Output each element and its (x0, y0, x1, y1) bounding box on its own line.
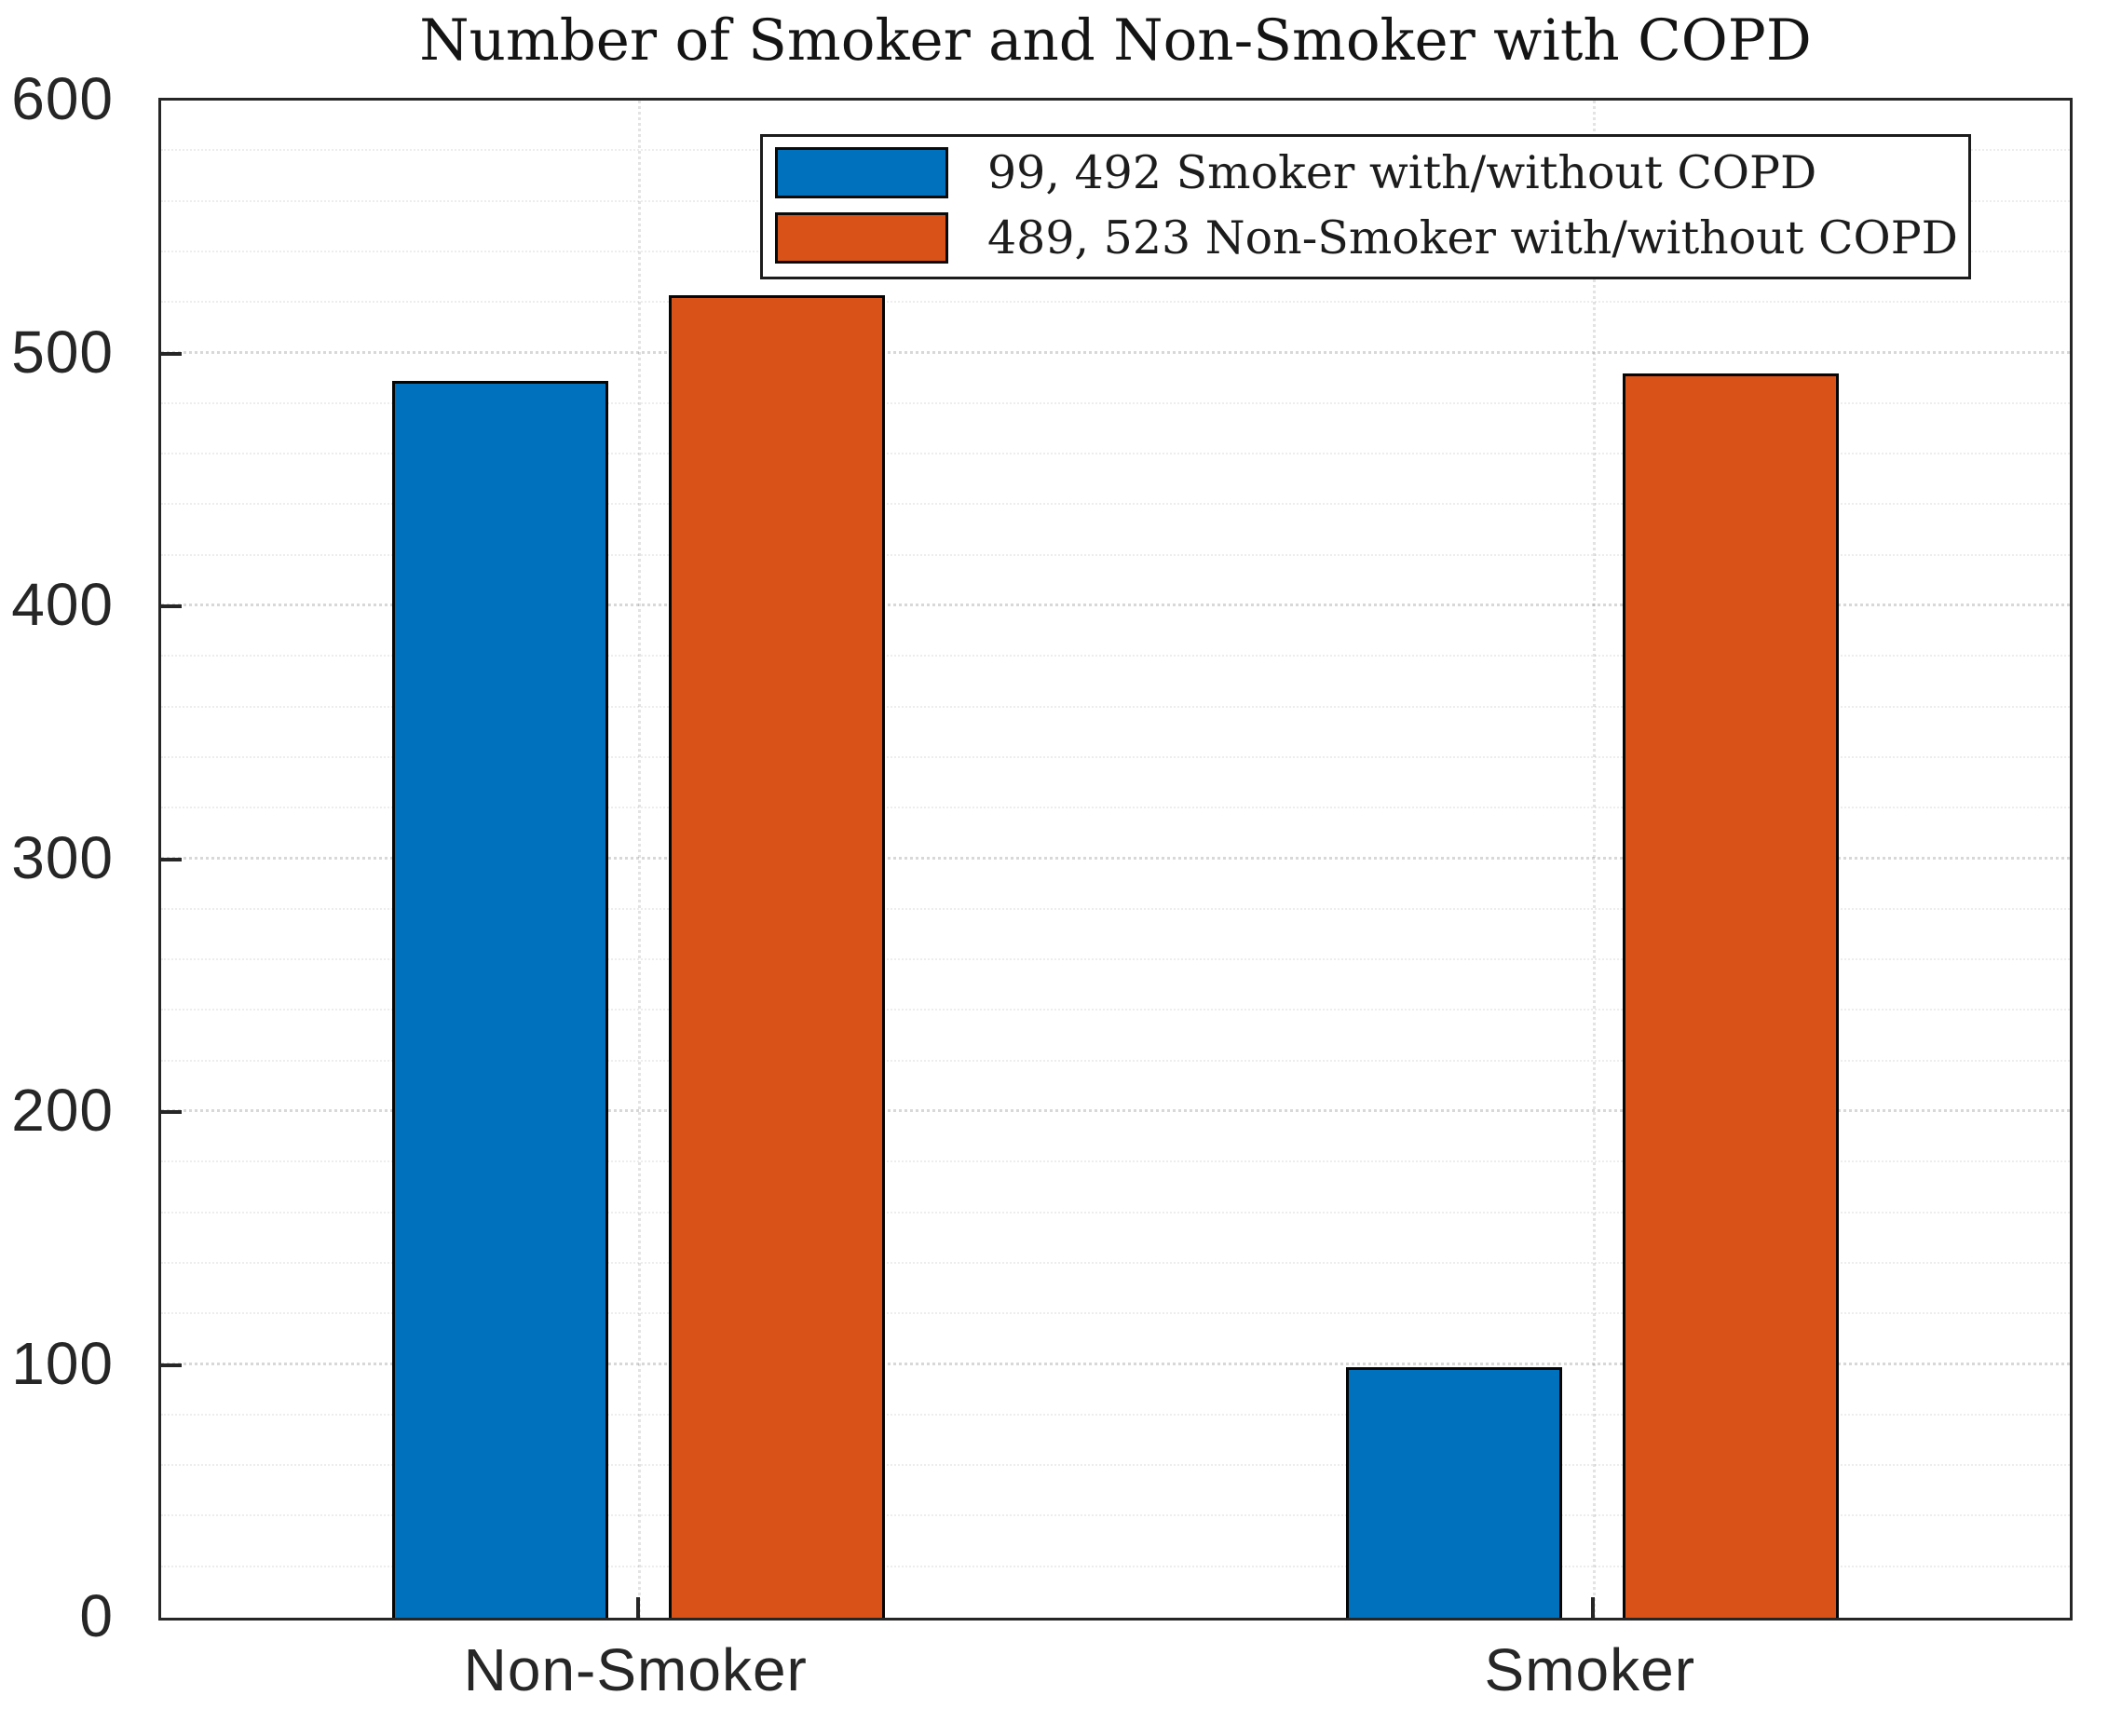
minor-gridline (161, 1059, 2070, 1062)
minor-gridline (161, 705, 2070, 708)
legend-label-smoker-series: 99, 492 Smoker with/without COPD (987, 146, 1817, 199)
minor-gridline (161, 1211, 2070, 1214)
bar-non-smoker-series1 (391, 381, 608, 1618)
bar-smoker-series1 (1346, 1367, 1563, 1618)
minor-gridline (161, 807, 2070, 809)
minor-gridline (161, 755, 2070, 758)
minor-gridline (161, 958, 2070, 961)
major-gridline (161, 604, 2070, 606)
legend-swatch-blue (775, 147, 948, 198)
vertical-gridline (638, 101, 642, 1618)
bar-non-smoker-series2 (668, 295, 885, 1618)
legend-label-nonsmoker-series: 489, 523 Non-Smoker with/without COPD (987, 211, 1958, 264)
minor-gridline (161, 553, 2070, 556)
y-tick-mark (161, 351, 182, 356)
minor-gridline (161, 301, 2070, 304)
minor-gridline (161, 453, 2070, 455)
legend-swatch-orange (775, 212, 948, 264)
x-axis-tick-labels: Non-Smoker Smoker (158, 1635, 2073, 1729)
minor-gridline (161, 1261, 2070, 1264)
legend-row-smoker-series: 99, 492 Smoker with/without COPD (775, 146, 1950, 199)
y-tick-label-600: 600 (11, 65, 114, 132)
minor-gridline (161, 907, 2070, 910)
minor-gridline (161, 401, 2070, 404)
y-tick-label-400: 400 (11, 571, 114, 638)
y-tick-label-100: 100 (11, 1329, 114, 1397)
y-tick-mark (161, 857, 182, 861)
x-tick-label-non-smoker: Non-Smoker (463, 1636, 808, 1703)
minor-gridline (161, 1565, 2070, 1567)
y-tick-mark (161, 1363, 182, 1367)
minor-gridline (161, 1160, 2070, 1163)
y-tick-mark (161, 1110, 182, 1114)
y-tick-mark (161, 604, 182, 608)
minor-gridline (161, 1312, 2070, 1315)
minor-gridline (161, 1514, 2070, 1517)
minor-gridline (161, 503, 2070, 506)
x-tick-mark (636, 1597, 641, 1618)
plot-area (158, 98, 2073, 1621)
chart-title: Number of Smoker and Non-Smoker with COP… (419, 7, 1812, 74)
major-gridline (161, 1362, 2070, 1365)
x-tick-mark (1590, 1597, 1595, 1618)
y-tick-label-500: 500 (11, 318, 114, 386)
legend: 99, 492 Smoker with/without COPD 489, 52… (760, 134, 1971, 279)
bar-smoker-series2 (1623, 373, 1840, 1618)
major-gridline (161, 856, 2070, 860)
legend-row-nonsmoker-series: 489, 523 Non-Smoker with/without COPD (775, 211, 1958, 264)
y-tick-label-0: 0 (79, 1582, 114, 1649)
y-tick-label-200: 200 (11, 1077, 114, 1144)
major-gridline (161, 1109, 2070, 1112)
y-axis-tick-labels: 0 100 200 300 400 500 600 (0, 65, 136, 1649)
x-tick-label-smoker: Smoker (1484, 1636, 1695, 1703)
minor-gridline (161, 1464, 2070, 1467)
minor-gridline (161, 655, 2070, 658)
minor-gridline (161, 1009, 2070, 1011)
major-gridline (161, 350, 2070, 354)
y-tick-label-300: 300 (11, 823, 114, 891)
vertical-gridline (1592, 101, 1596, 1618)
minor-gridline (161, 1413, 2070, 1416)
